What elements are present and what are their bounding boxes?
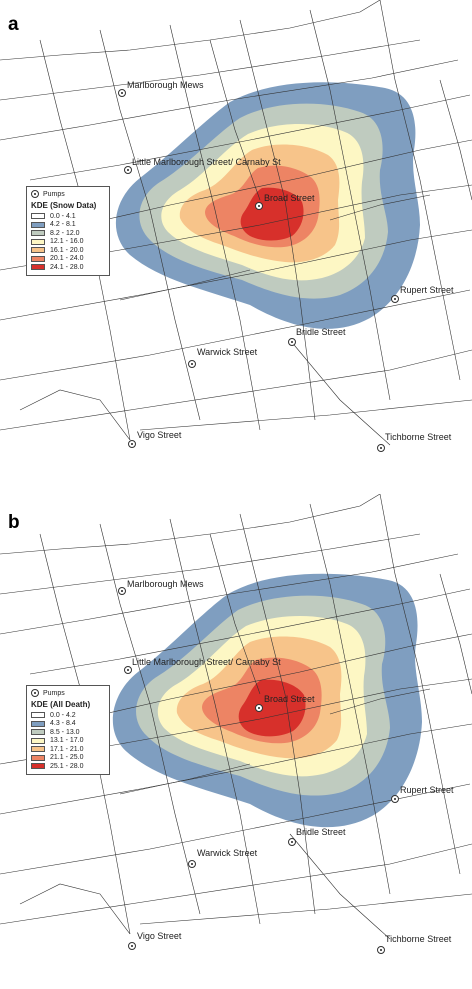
legend-range: 25.1 - 28.0 <box>50 762 84 770</box>
legend-range: 4.3 - 8.4 <box>50 720 76 728</box>
legend-row: 16.1 - 20.0 <box>31 246 105 255</box>
pump-icon <box>31 190 39 198</box>
legend-row: 24.1 - 28.0 <box>31 263 105 272</box>
pump-label-warwick-street: Warwick Street <box>197 347 258 357</box>
legend-range: 8.5 - 13.0 <box>50 728 80 736</box>
pump-label-little-marlborough: Little Marlborough Street/ Carnaby St <box>132 657 281 667</box>
legend-range: 21.1 - 25.0 <box>50 754 84 762</box>
pump-tichborne-street-marker <box>377 444 385 452</box>
pump-label-rupert-street: Rupert Street <box>400 285 454 295</box>
legend-range: 13.1 - 17.0 <box>50 737 84 745</box>
street-network <box>0 0 472 446</box>
pump-warwick-street-marker <box>188 860 196 868</box>
pump-marlborough-mews-marker <box>118 89 126 97</box>
pump-label-tichborne-street: Tichborne Street <box>385 432 452 442</box>
pump-tichborne-street-marker <box>377 946 385 954</box>
legend-range: 20.1 - 24.0 <box>50 255 84 263</box>
map-panel-a: a Marlborough Mews Little Marlborough St… <box>0 0 472 494</box>
pump-label-bridle-street: Bridle Street <box>296 827 346 837</box>
legend-swatch <box>31 754 45 761</box>
legend-swatch <box>31 729 45 736</box>
kde-band-6 <box>240 187 304 241</box>
legend-swatch <box>31 213 45 220</box>
kde-surface <box>115 82 420 329</box>
legend-range: 12.1 - 16.0 <box>50 238 84 246</box>
legend-swatch <box>31 763 45 770</box>
pump-label-rupert-street: Rupert Street <box>400 785 454 795</box>
pump-label-little-marlborough: Little Marlborough Street/ Carnaby St <box>132 157 281 167</box>
legend-pump-label: Pumps <box>43 190 65 198</box>
panel-letter: b <box>8 512 20 533</box>
pump-label-warwick-street: Warwick Street <box>197 848 258 858</box>
legend-swatch <box>31 720 45 727</box>
pump-rupert-street-marker <box>391 795 399 803</box>
legend-row: 4.2 - 8.1 <box>31 221 105 230</box>
legend-row: 17.1 - 21.0 <box>31 745 105 754</box>
legend-range: 16.1 - 20.0 <box>50 246 84 254</box>
legend-swatch <box>31 221 45 228</box>
legend-row: 13.1 - 17.0 <box>31 737 105 746</box>
legend-range: 8.2 - 12.0 <box>50 229 80 237</box>
pump-label-vigo-street: Vigo Street <box>137 931 182 941</box>
legend-range: 0.0 - 4.1 <box>50 212 76 220</box>
legend-range: 24.1 - 28.0 <box>50 263 84 271</box>
pump-vigo-street-marker <box>128 440 136 448</box>
pump-label-bridle-street: Bridle Street <box>296 327 346 337</box>
legend-row: 25.1 - 28.0 <box>31 762 105 771</box>
legend-range: 4.2 - 8.1 <box>50 221 76 229</box>
legend-title: KDE (All Death) <box>31 700 91 709</box>
map-panel-b: b Marlborough Mews Little Marlborough St… <box>0 494 472 988</box>
pump-vigo-street-marker <box>128 942 136 950</box>
kde-band-6 <box>238 679 306 737</box>
pump-marlborough-mews-marker <box>118 587 126 595</box>
pump-broad-street-marker <box>255 704 263 712</box>
legend-swatch <box>31 238 45 245</box>
pump-label-tichborne-street: Tichborne Street <box>385 934 452 944</box>
pump-label-broad-street: Broad Street <box>264 193 315 203</box>
legend-row: 21.1 - 25.0 <box>31 754 105 763</box>
legend-range: 0.0 - 4.2 <box>50 711 76 719</box>
legend-row: 4.3 - 8.4 <box>31 720 105 729</box>
pump-little-marlborough-marker <box>124 666 132 674</box>
pump-bridle-street-marker <box>288 338 296 346</box>
pump-icon <box>31 689 39 697</box>
pump-rupert-street-marker <box>391 295 399 303</box>
legend: Pumps KDE (All Death) 0.0 - 4.2 4.3 - 8.… <box>26 685 110 775</box>
legend-row: 8.5 - 13.0 <box>31 728 105 737</box>
legend-swatch <box>31 737 45 744</box>
panel-letter: a <box>8 14 19 35</box>
legend-swatch <box>31 247 45 254</box>
legend-swatch <box>31 264 45 271</box>
legend-swatch <box>31 712 45 719</box>
legend: Pumps KDE (Snow Data) 0.0 - 4.1 4.2 - 8.… <box>26 186 110 276</box>
legend-row: 0.0 - 4.2 <box>31 711 105 720</box>
legend-row: 12.1 - 16.0 <box>31 238 105 247</box>
legend-pump-label: Pumps <box>43 689 65 697</box>
pump-label-broad-street: Broad Street <box>264 694 315 704</box>
kde-surface <box>112 573 423 828</box>
pump-bridle-street-marker <box>288 838 296 846</box>
legend-pump-row: Pumps <box>31 190 105 198</box>
legend-row: 0.0 - 4.1 <box>31 212 105 221</box>
legend-swatch <box>31 255 45 262</box>
legend-swatch <box>31 746 45 753</box>
pump-label-vigo-street: Vigo Street <box>137 430 182 440</box>
legend-pump-row: Pumps <box>31 689 105 697</box>
legend-swatch <box>31 230 45 237</box>
street-map-b <box>0 494 472 940</box>
pump-broad-street-marker <box>255 202 263 210</box>
pump-label-marlborough-mews: Marlborough Mews <box>127 80 204 90</box>
pump-little-marlborough-marker <box>124 166 132 174</box>
legend-range: 17.1 - 21.0 <box>50 745 84 753</box>
legend-title: KDE (Snow Data) <box>31 201 97 210</box>
pump-label-marlborough-mews: Marlborough Mews <box>127 579 204 589</box>
legend-row: 8.2 - 12.0 <box>31 229 105 238</box>
pump-warwick-street-marker <box>188 360 196 368</box>
street-map-a <box>0 0 472 446</box>
legend-row: 20.1 - 24.0 <box>31 255 105 264</box>
